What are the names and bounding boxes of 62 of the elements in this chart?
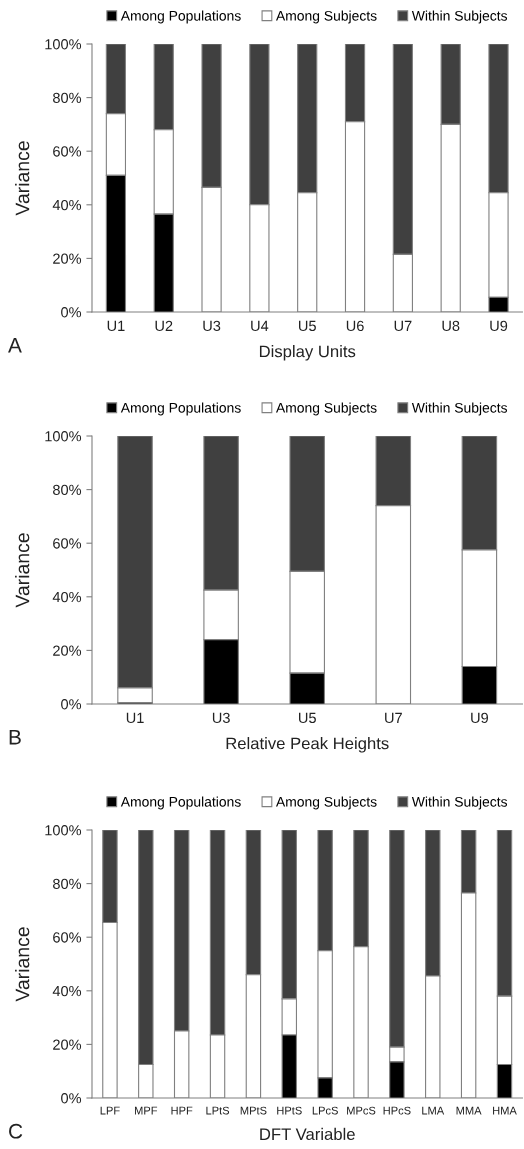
legend-label: Among Populations bbox=[120, 402, 241, 416]
x-tick-label: U4 bbox=[251, 320, 269, 332]
text: A bbox=[8, 338, 22, 353]
x-tick-label: U9 bbox=[471, 712, 489, 724]
y-tick-label: 40% bbox=[52, 199, 82, 211]
x-tick-label: U6 bbox=[346, 320, 364, 332]
text: C bbox=[9, 1123, 23, 1139]
x-tick-label: HPcS bbox=[383, 1106, 411, 1115]
x-tick-label: MMA bbox=[456, 1106, 482, 1115]
x-tick-label: HPtS bbox=[277, 1106, 302, 1115]
y-tick-label: 40% bbox=[52, 591, 82, 603]
y-tick-label: 80% bbox=[53, 878, 82, 890]
y-tick-label: 80% bbox=[53, 92, 82, 104]
x-tick-label: MPtS bbox=[240, 1106, 267, 1115]
y-tick-label: 20% bbox=[53, 1039, 82, 1050]
y-tick-label: 0% bbox=[61, 699, 82, 710]
x-tick-label: LMA bbox=[422, 1106, 445, 1115]
x-tick-label: HMA bbox=[493, 1106, 517, 1115]
y-tick-label: 60% bbox=[53, 932, 82, 943]
x-axis-title: Display Units bbox=[259, 345, 356, 361]
y-tick-label: 60% bbox=[53, 538, 82, 549]
y-tick-label: 20% bbox=[53, 645, 82, 656]
x-tick-label: U3 bbox=[212, 712, 230, 724]
x-tick-label: HPF bbox=[171, 1106, 193, 1115]
x-tick-label: U1 bbox=[107, 320, 125, 332]
legend-label: Among Subjects bbox=[275, 402, 377, 416]
y-tick-label: 80% bbox=[53, 484, 82, 496]
y-tick-label: 100% bbox=[45, 825, 82, 836]
text: B bbox=[9, 730, 21, 745]
x-tick-label: U1 bbox=[126, 712, 144, 724]
x-tick-label: MPF bbox=[134, 1106, 158, 1115]
x-tick-label: U3 bbox=[203, 320, 221, 332]
y-tick-label: 0% bbox=[61, 307, 82, 318]
y-tick-label: 0% bbox=[61, 1093, 82, 1104]
y-tick-label: 100% bbox=[45, 39, 82, 50]
y-tick-label: 40% bbox=[52, 985, 82, 997]
legend-label: Among Subjects bbox=[275, 796, 377, 810]
x-tick-label: U7 bbox=[394, 320, 412, 332]
legend-label: Within Subjects bbox=[411, 10, 508, 24]
y-axis-title: Variance bbox=[15, 533, 30, 608]
legend-label: Among Subjects bbox=[275, 10, 377, 24]
x-tick-label: LPF bbox=[100, 1106, 120, 1115]
y-tick-label: 100% bbox=[45, 431, 82, 442]
x-tick-label: U2 bbox=[155, 320, 173, 332]
x-axis-title: DFT Variable bbox=[260, 1127, 355, 1141]
y-axis-title: Variance bbox=[15, 927, 30, 1002]
x-tick-label: U9 bbox=[490, 320, 508, 332]
x-tick-label: U5 bbox=[299, 320, 316, 332]
x-tick-label: U8 bbox=[442, 320, 460, 332]
x-tick-label: LPtS bbox=[206, 1106, 230, 1115]
y-axis-title: Variance bbox=[15, 141, 30, 216]
y-tick-label: 20% bbox=[53, 253, 82, 264]
x-tick-label: MPcS bbox=[347, 1106, 376, 1115]
legend-label: Among Populations bbox=[120, 796, 241, 810]
legend-label: Within Subjects bbox=[411, 402, 508, 416]
legend-label: Within Subjects bbox=[411, 796, 508, 810]
x-axis-title: Relative Peak Heights bbox=[226, 737, 389, 753]
legend-label: Among Populations bbox=[120, 10, 241, 24]
x-tick-label: U5 bbox=[299, 712, 316, 724]
y-tick-label: 60% bbox=[53, 146, 82, 157]
x-tick-label: LPcS bbox=[312, 1106, 338, 1115]
x-tick-label: U7 bbox=[385, 712, 402, 724]
